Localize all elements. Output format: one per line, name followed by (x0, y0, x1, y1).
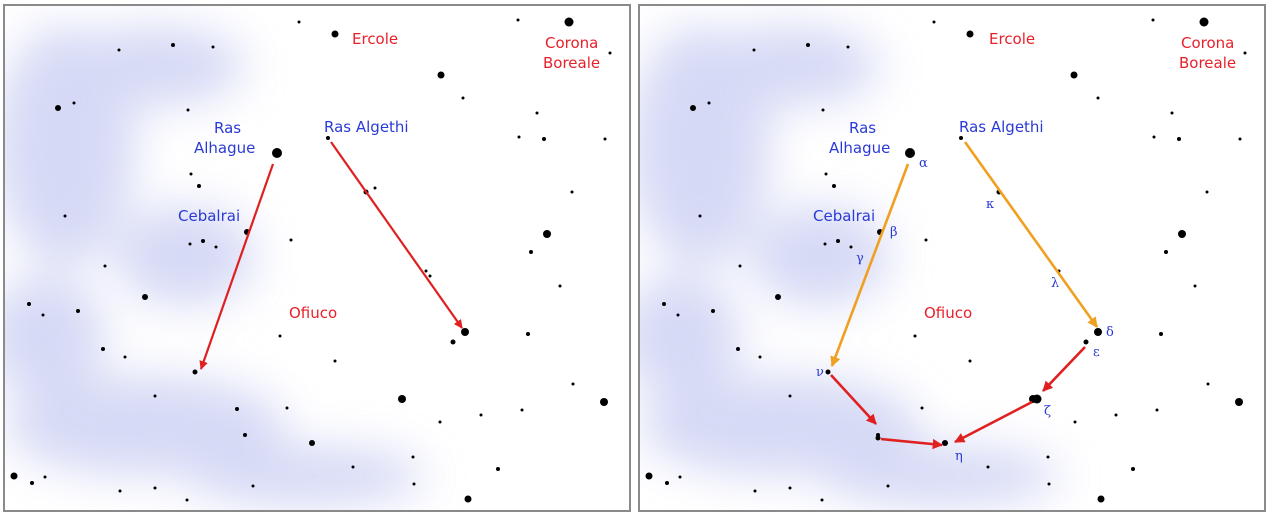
label-ras-alhague-line2: Alhague (194, 139, 255, 157)
milky-way-haze (640, 26, 1060, 506)
greek-zeta: ζ (1044, 404, 1051, 419)
greek-gamma: γ (856, 251, 864, 266)
arrow-algethi-to-delta (330, 141, 463, 329)
orange-arrows (830, 141, 1099, 367)
background-stars (10, 17, 612, 503)
arrow-nu-to-mid (830, 374, 877, 425)
left-star-chart: Ercole Corona Boreale Ras Alhague Ras Al… (3, 4, 631, 512)
red-arrows (830, 346, 1086, 450)
arrow-alpha-to-nu (830, 163, 910, 367)
right-chart-svg: Ercole Corona Boreale Ras Alhague Ras Al… (640, 17, 1247, 506)
arrow-algethi-to-delta (963, 141, 1099, 328)
greek-eta: η (955, 449, 963, 464)
label-ercole: Ercole (989, 30, 1035, 48)
arrow-epsilon-to-zeta (1042, 346, 1086, 392)
arrow-mid-to-eta (880, 437, 944, 450)
greek-beta: β (890, 225, 898, 240)
label-ras-alhague-line1: Ras (214, 119, 241, 137)
label-ras-algethi: Ras Algethi (959, 118, 1044, 136)
greek-delta: δ (1106, 325, 1114, 340)
label-ercole: Ercole (352, 30, 398, 48)
arrow-zeta-to-eta (954, 400, 1033, 444)
right-star-chart: Ercole Corona Boreale Ras Alhague Ras Al… (638, 4, 1266, 512)
greek-lambda: λ (1051, 276, 1059, 291)
label-ofiuco: Ofiuco (289, 304, 337, 322)
greek-nu: ν (816, 365, 824, 380)
label-cebalrai: Cebalrai (178, 207, 240, 225)
label-ras-alhague-line1: Ras (849, 119, 876, 137)
greek-kappa: κ (986, 197, 994, 212)
label-ofiuco: Ofiuco (924, 304, 972, 322)
greek-epsilon: ε (1093, 345, 1100, 360)
label-ras-algethi: Ras Algethi (324, 118, 409, 136)
greek-labels: α β γ κ λ δ ε ζ η ν (816, 156, 1114, 464)
arrow-alhague-to-nu (199, 163, 275, 370)
label-ras-alhague-line2: Alhague (829, 139, 890, 157)
label-corona-line2: Boreale (543, 54, 600, 72)
pointer-arrows (199, 141, 463, 370)
label-cebalrai: Cebalrai (813, 207, 875, 225)
label-corona-line1: Corona (545, 34, 598, 52)
greek-alpha: α (919, 156, 928, 171)
milky-way-haze (5, 26, 425, 506)
label-corona-line2: Boreale (1179, 54, 1236, 72)
label-corona-line1: Corona (1181, 34, 1234, 52)
left-chart-svg: Ercole Corona Boreale Ras Alhague Ras Al… (5, 17, 612, 506)
